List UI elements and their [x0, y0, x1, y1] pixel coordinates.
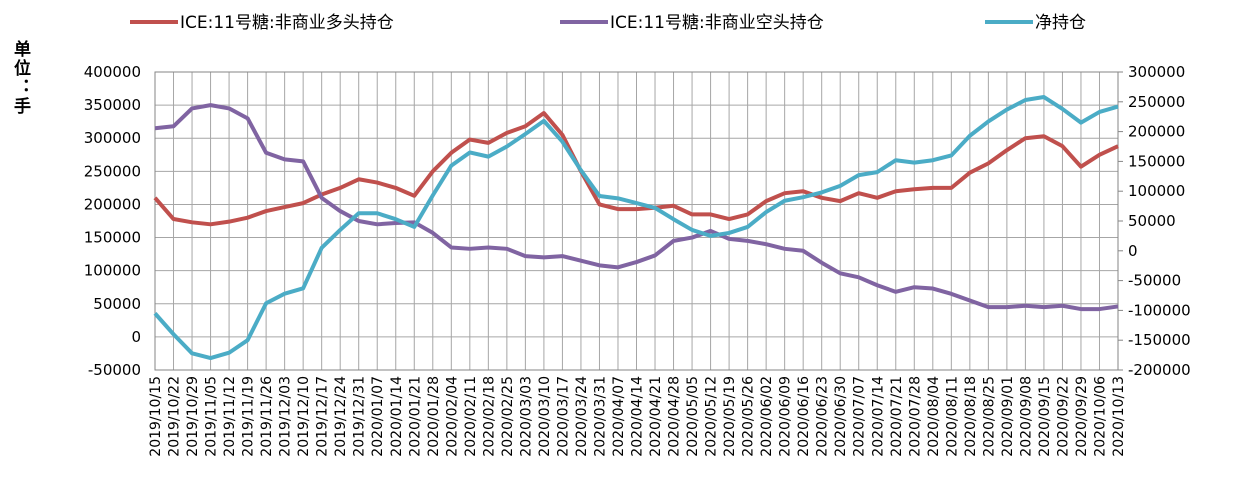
x-tick-label: 2020/07/21: [889, 376, 905, 457]
y-tick-label: 0: [131, 328, 141, 346]
x-tick-label: 2020/06/09: [778, 376, 794, 457]
y-tick-label: 300000: [84, 129, 141, 147]
x-tick-label: 2020/06/23: [815, 376, 831, 457]
y-axis-label: 单位：手: [10, 40, 30, 116]
x-tick-label: 2020/07/28: [907, 376, 923, 457]
x-tick-label: 2020/02/18: [481, 376, 497, 457]
y2-tick-label: 100000: [1128, 182, 1185, 200]
x-tick-label: 2019/12/31: [352, 376, 368, 457]
legend-label: ICE:11号糖:非商业多头持仓: [180, 13, 394, 33]
x-tick-label: 2019/11/26: [259, 376, 275, 457]
x-tick-label: 2020/05/19: [722, 376, 738, 457]
y2-tick-label: -100000: [1128, 301, 1191, 319]
x-tick-label: 2020/08/04: [926, 376, 942, 457]
x-tick-label: 2020/09/15: [1037, 376, 1053, 457]
x-tick-label: 2020/10/13: [1111, 376, 1127, 457]
series-line: [153, 111, 1119, 227]
x-tick-label: 2019/10/22: [167, 376, 183, 457]
y2-tick-label: -150000: [1128, 331, 1191, 349]
x-tick-label: 2020/03/17: [555, 376, 571, 457]
x-tick-label: 2020/09/29: [1074, 376, 1090, 457]
x-tick-label: 2020/04/07: [611, 376, 627, 457]
x-tick-label: 2020/02/25: [500, 376, 516, 457]
x-tick-label: 2020/02/04: [444, 376, 460, 457]
y-tick-label: 200000: [84, 195, 141, 213]
x-tick-label: 2020/04/21: [648, 376, 664, 457]
x-tick-label: 2020/01/07: [370, 376, 386, 457]
plot-frame: [154, 71, 1119, 371]
y2-tick-label: 50000: [1128, 212, 1176, 230]
y2-tick-label: 200000: [1128, 123, 1185, 141]
x-tick-label: 2020/01/14: [389, 376, 405, 457]
y2-tick-label: 0: [1128, 242, 1138, 260]
x-tick-label: 2020/07/14: [870, 376, 886, 457]
x-tick-label: 2020/08/11: [944, 376, 960, 457]
y2-tick-label: 150000: [1128, 152, 1185, 170]
y2-tick-label: 250000: [1128, 93, 1185, 111]
y-tick-label: 250000: [84, 162, 141, 180]
x-tick-label: 2020/06/02: [759, 376, 775, 457]
x-tick-label: 2020/03/31: [592, 376, 608, 457]
y-tick-label: 50000: [93, 295, 141, 313]
x-tick-label: 2020/03/24: [574, 376, 590, 457]
x-tick-label: 2020/07/07: [852, 376, 868, 457]
y-tick-label: 400000: [84, 63, 141, 81]
series-line: [154, 103, 1119, 312]
x-tick-label: 2020/03/03: [518, 376, 534, 457]
x-tick-label: 2019/12/03: [278, 376, 294, 457]
x-tick-label: 2020/05/26: [741, 376, 757, 457]
x-tick-label: 2019/11/12: [222, 376, 238, 457]
y-tick-label: 350000: [84, 96, 141, 114]
x-tick-label: 2020/04/14: [630, 376, 646, 457]
y2-tick-label: -200000: [1128, 361, 1191, 379]
x-tick-label: 2019/12/10: [296, 376, 312, 457]
x-tick-label: 2020/06/16: [796, 376, 812, 457]
legend-label: 净持仓: [1035, 13, 1086, 33]
x-tick-label: 2020/05/05: [685, 376, 701, 457]
x-tick-label: 2020/03/10: [537, 376, 553, 457]
series-line: [153, 95, 1119, 361]
x-tick-label: 2020/06/30: [833, 376, 849, 457]
x-tick-label: 2020/09/08: [1018, 376, 1034, 457]
x-tick-label: 2020/08/18: [963, 376, 979, 457]
y-tick-label: 150000: [84, 229, 141, 247]
y2-tick-label: -50000: [1128, 272, 1181, 290]
x-tick-label: 2019/11/05: [204, 376, 220, 457]
x-tick-label: 2019/10/29: [185, 376, 201, 457]
x-tick-label: 2020/09/22: [1055, 376, 1071, 457]
x-tick-label: 2020/04/28: [667, 376, 683, 457]
x-tick-label: 2020/10/06: [1092, 376, 1108, 457]
x-tick-label: 2020/09/01: [1000, 376, 1016, 457]
x-tick-label: 2020/08/25: [981, 376, 997, 457]
x-tick-label: 2019/10/15: [148, 376, 164, 457]
y-tick-label: 100000: [84, 262, 141, 280]
y2-tick-label: 300000: [1128, 63, 1185, 81]
legend-label: ICE:11号糖:非商业空头持仓: [610, 13, 824, 33]
x-tick-label: 2019/12/17: [315, 376, 331, 457]
x-tick-label: 2020/01/21: [407, 376, 423, 457]
x-tick-label: 2019/12/24: [333, 376, 349, 457]
x-tick-label: 2020/02/11: [463, 376, 479, 457]
y-tick-label: -50000: [88, 361, 141, 379]
x-tick-label: 2020/01/28: [426, 376, 442, 457]
x-tick-label: 2019/11/19: [241, 376, 257, 457]
x-tick-label: 2020/05/12: [704, 376, 720, 457]
